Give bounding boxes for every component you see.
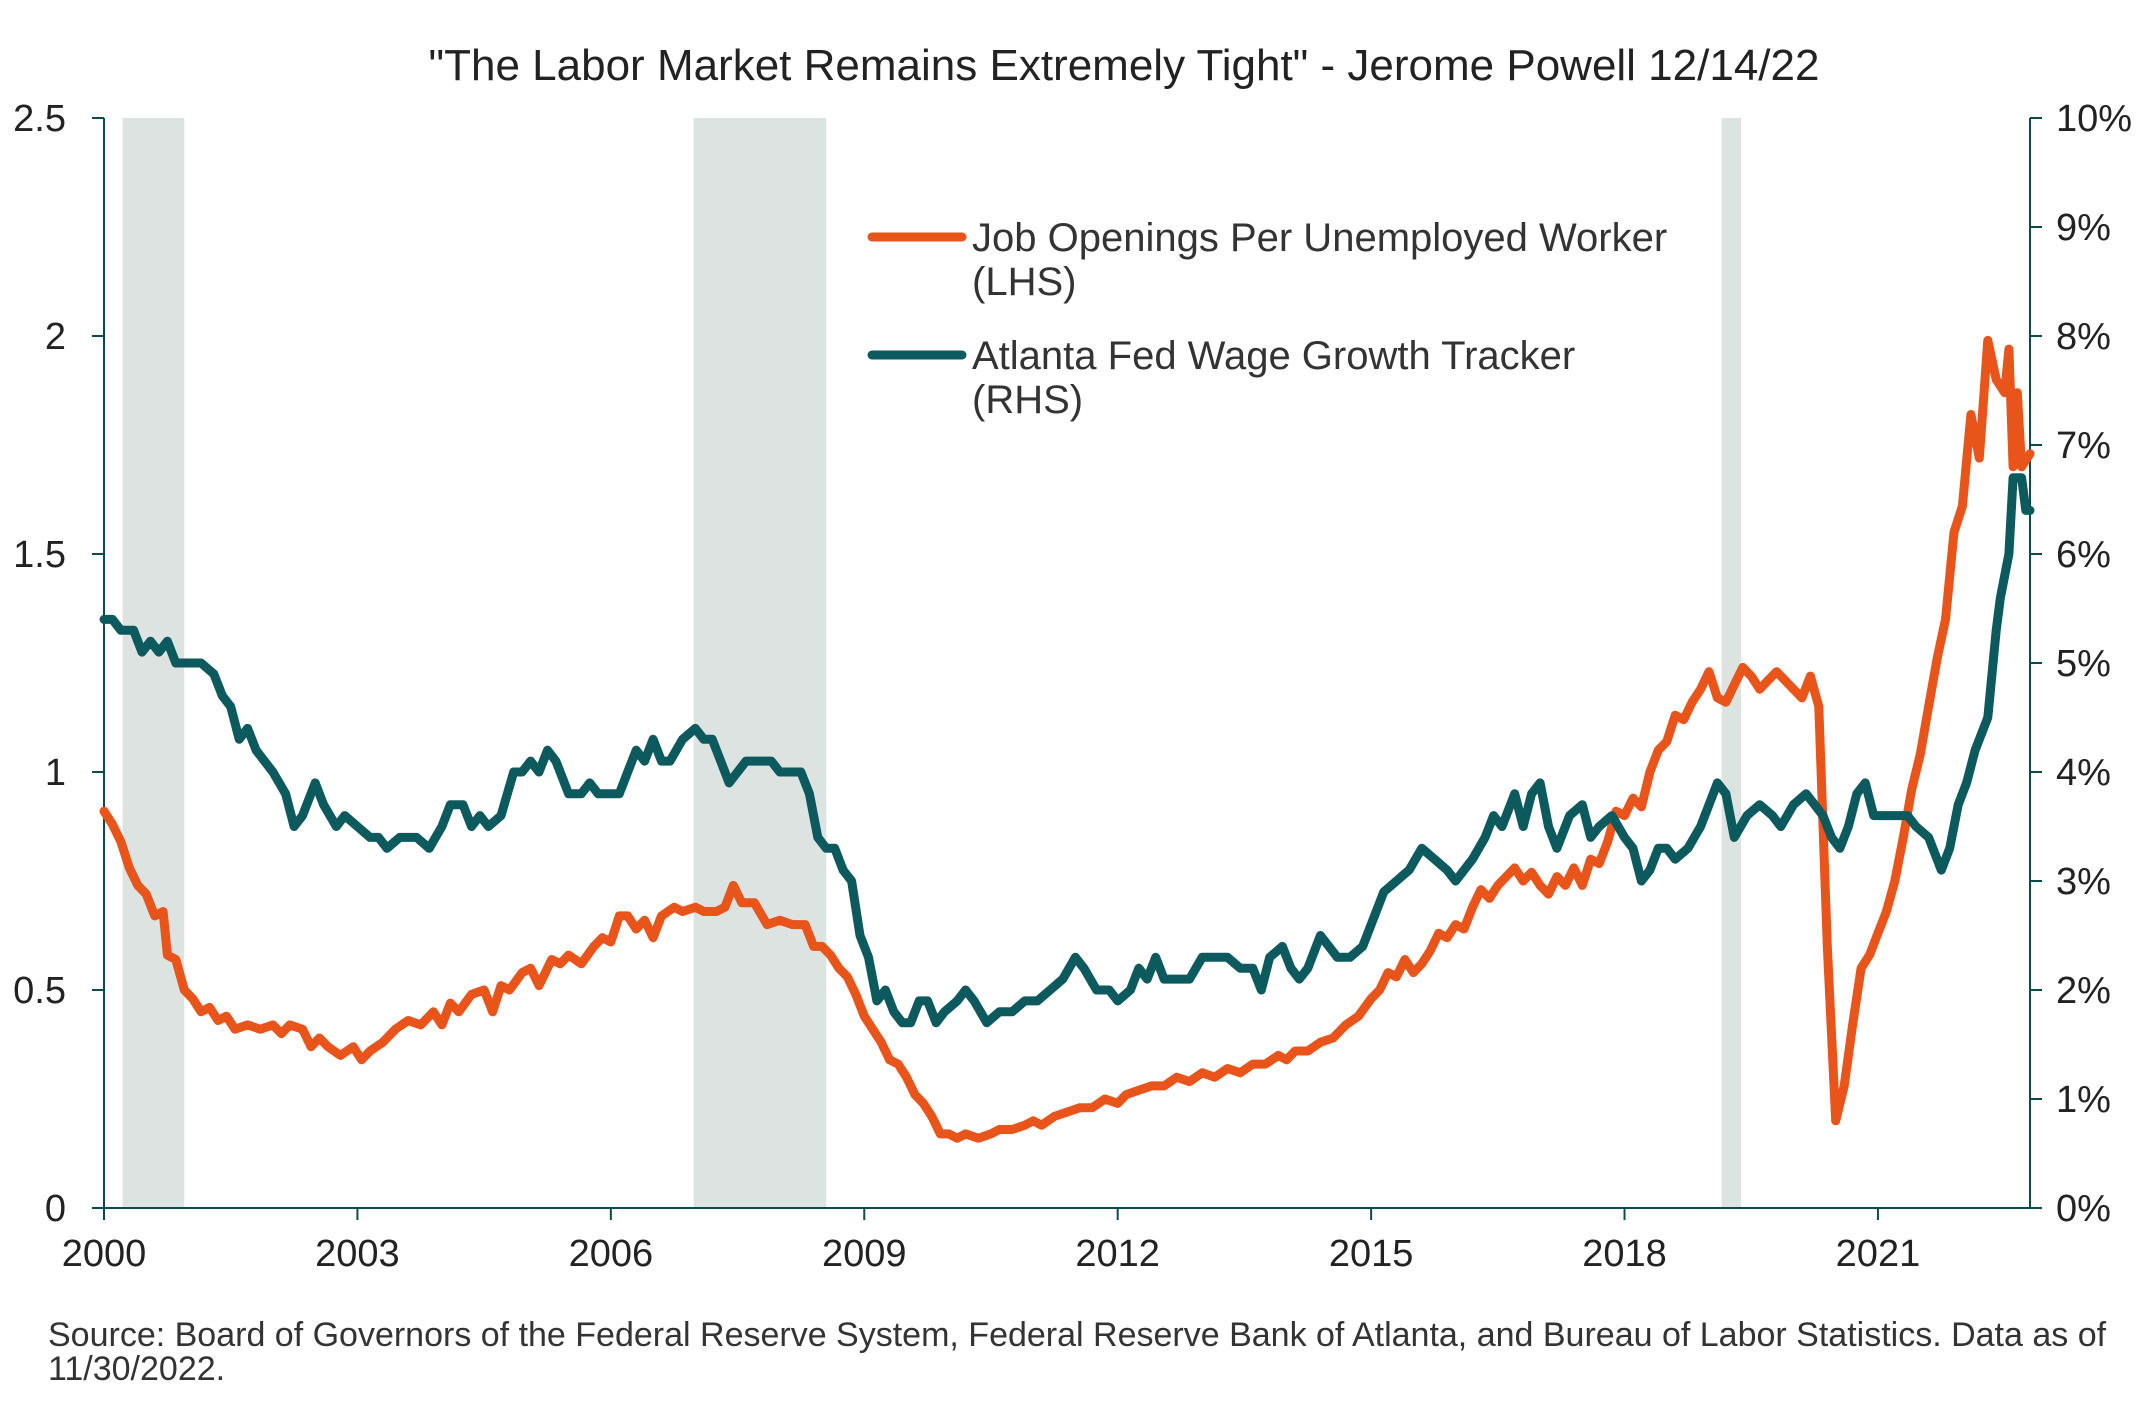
right-tick-label: 5% (2056, 643, 2111, 685)
right-tick-label: 6% (2056, 534, 2111, 576)
right-tick-label: 8% (2056, 316, 2111, 358)
right-tick-label: 1% (2056, 1079, 2111, 1121)
legend-label-line: (RHS) (972, 378, 1083, 422)
left-axis-ticks: 0 0.5 1 1.5 2 2.5 (13, 98, 104, 1230)
right-tick-label: 2% (2056, 970, 2111, 1012)
left-tick-label: 2 (45, 316, 66, 358)
chart-title: "The Labor Market Remains Extremely Tigh… (429, 41, 1820, 90)
right-tick-label: 10% (2056, 98, 2132, 140)
right-tick-label: 7% (2056, 425, 2111, 467)
x-tick-label: 2006 (569, 1233, 654, 1275)
wage-growth-line (99, 473, 2035, 1028)
x-tick-label: 2015 (1329, 1233, 1414, 1275)
x-tick-label: 2003 (315, 1233, 400, 1275)
recession-shading (122, 118, 1742, 1208)
recession-band-3 (1721, 118, 1742, 1208)
x-tick-label: 2012 (1075, 1233, 1160, 1275)
recession-band-2 (693, 118, 827, 1208)
legend-label-2: Atlanta Fed Wage Growth Tracker (RHS) (972, 334, 1575, 422)
left-tick-label: 0.5 (13, 970, 66, 1012)
right-axis-ticks: 0% 1% 2% 3% 4% 5% 6% 7% 8% 9% 10% (2030, 98, 2132, 1230)
x-tick-label: 2009 (822, 1233, 907, 1275)
legend-label-line: Atlanta Fed Wage Growth Tracker (972, 334, 1575, 378)
legend: Job Openings Per Unemployed Worker (LHS) A… (867, 216, 1667, 422)
right-tick-label: 3% (2056, 861, 2111, 903)
right-tick-label: 9% (2056, 207, 2111, 249)
series-layer (99, 335, 2035, 1143)
legend-label-line: (LHS) (972, 260, 1076, 304)
right-tick-label: 0% (2056, 1188, 2111, 1230)
left-tick-label: 0 (45, 1188, 66, 1230)
left-tick-label: 1.5 (13, 534, 66, 576)
legend-label-line: Job Openings Per Unemployed Worker (972, 216, 1667, 260)
job-openings-line (99, 335, 2035, 1143)
source-note: Source: Board of Governors of the Federa… (48, 1316, 2107, 1388)
left-tick-label: 1 (45, 752, 66, 794)
x-axis-ticks: 2000 2003 2006 2009 2012 2015 2018 2021 (62, 1208, 1920, 1275)
x-tick-label: 2021 (1836, 1233, 1921, 1275)
left-tick-label: 2.5 (13, 98, 66, 140)
legend-label-1: Job Openings Per Unemployed Worker (LHS) (972, 216, 1667, 304)
x-tick-label: 2000 (62, 1233, 147, 1275)
right-tick-label: 4% (2056, 752, 2111, 794)
x-tick-label: 2018 (1582, 1233, 1667, 1275)
